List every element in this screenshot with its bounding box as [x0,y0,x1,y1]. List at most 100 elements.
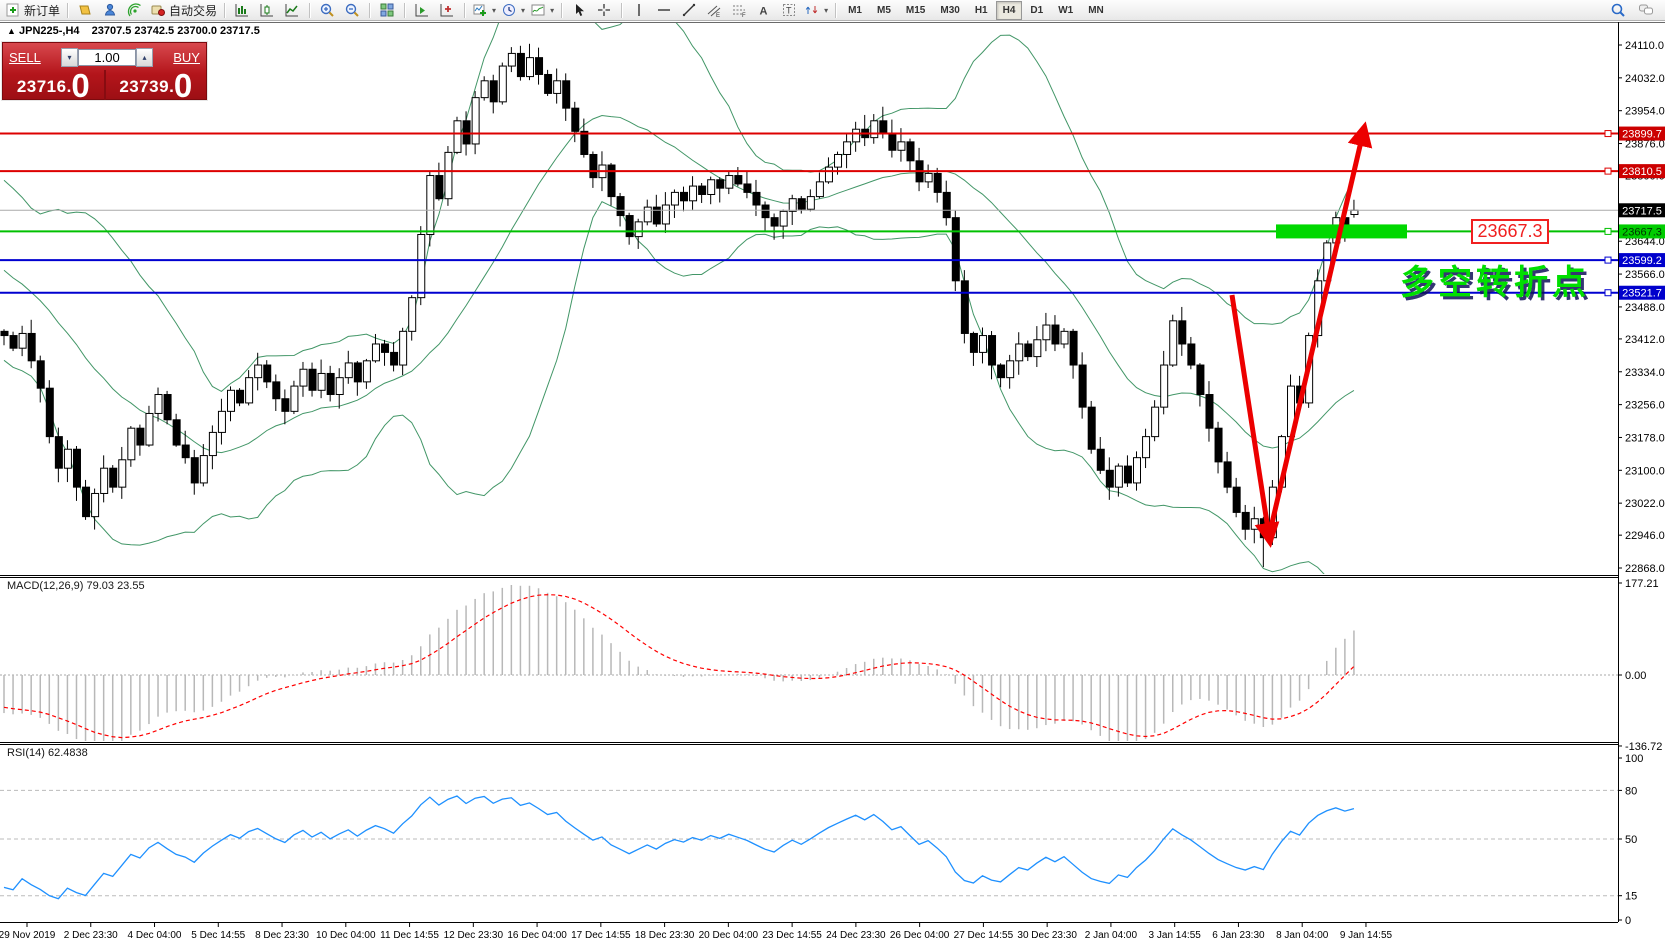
text-button[interactable]: A [752,1,776,20]
sell-price[interactable]: 23716. 0 [16,66,90,104]
new-order-button[interactable]: 新订单 [3,1,62,20]
timeframe-w1-button[interactable]: W1 [1058,4,1074,16]
trendline-button[interactable] [677,1,701,20]
symbol-info: ▲ JPN225-,H4 23707.5 23742.5 23700.0 237… [7,25,260,37]
chat-icon [1638,2,1654,18]
svg-text:23717.5: 23717.5 [1622,205,1662,217]
buy-price[interactable]: 23739. 0 [119,66,193,104]
autotrading-button-label: 自动交易 [169,3,218,18]
svg-text:10 Dec 04:00: 10 Dec 04:00 [316,930,376,940]
svg-text:17 Dec 14:55: 17 Dec 14:55 [571,930,631,940]
templates-button[interactable]: ▾ [528,1,556,20]
svg-text:23954.0: 23954.0 [1625,106,1665,118]
toolbar-separator [561,2,563,18]
buy-button[interactable]: BUY [173,50,200,65]
crosshair-icon [596,2,612,18]
toolbar-separator [224,2,226,18]
sell-button[interactable]: SELL [9,50,41,65]
svg-text:E: E [716,13,720,18]
svg-text:0: 0 [1625,915,1631,927]
search-button[interactable] [1606,1,1630,20]
candlestick-chart-button[interactable] [255,1,279,20]
zoom-out-button[interactable] [340,1,364,20]
svg-text:0.00: 0.00 [1625,670,1646,682]
timeframe-mn-button[interactable]: MN [1088,4,1104,16]
chart-shift-button[interactable] [435,1,459,20]
svg-text:20 Dec 04:00: 20 Dec 04:00 [699,930,759,940]
svg-text:2 Dec 23:30: 2 Dec 23:30 [64,930,118,940]
templates-icon [530,2,546,18]
timeframe-h4-button[interactable]: H4 [995,0,1023,20]
signals-button[interactable] [123,1,147,20]
svg-text:F: F [742,13,746,18]
timeframe-m15-button[interactable]: M15 [905,4,926,16]
new-order-icon [5,2,21,18]
tile-windows-button[interactable] [375,1,399,20]
text-label-button[interactable]: T [777,1,801,20]
equidistant-channel-button[interactable]: E [702,1,726,20]
crosshair-button[interactable] [592,1,616,20]
svg-text:12 Dec 23:30: 12 Dec 23:30 [444,930,504,940]
indicators-button[interactable]: ▾ [470,1,498,20]
bar-chart-icon [234,2,250,18]
chat-button[interactable] [1634,1,1658,20]
chevron-down-icon: ▾ [67,53,72,62]
timeframe-m1-button[interactable]: M1 [848,4,862,16]
volume-decrease-button[interactable]: ▾ [61,48,79,67]
cursor-icon [571,2,587,18]
horizontal-line-button[interactable] [652,1,676,20]
svg-text:23256.0: 23256.0 [1625,400,1665,412]
svg-text:50: 50 [1625,834,1637,846]
zoom-in-button[interactable] [315,1,339,20]
collapse-triangle-icon[interactable]: ▲ [7,26,16,36]
chevron-down-icon: ▾ [824,5,829,15]
svg-text:24110.0: 24110.0 [1625,40,1664,52]
zoom-in-icon [319,2,335,18]
timeframe-d1-button[interactable]: D1 [1030,4,1044,16]
text-label-icon: T [781,2,797,18]
line-chart-button[interactable] [280,1,304,20]
toolbar-separator [835,2,837,18]
autotrading-button[interactable]: 自动交易 [148,1,219,20]
svg-text:23876.0: 23876.0 [1625,139,1665,151]
svg-text:23810.5: 23810.5 [1622,166,1662,178]
timeframe-m5-button[interactable]: M5 [877,4,891,16]
rsi-indicator-label: RSI(14) 62.4838 [7,747,88,759]
svg-text:23899.7: 23899.7 [1622,129,1662,141]
timeframe-h1-button[interactable]: H1 [974,4,988,16]
periods-button[interactable]: ▾ [499,1,527,20]
vline-icon [631,2,647,18]
bar-chart-button[interactable] [230,1,254,20]
cursor-button[interactable] [567,1,591,20]
volume-input[interactable]: 1.00 [78,49,137,66]
timeframe-m30-button[interactable]: M30 [940,4,960,16]
macd-indicator-label: MACD(12,26,9) 79.03 23.55 [7,580,145,592]
market-watch-button[interactable] [98,1,122,20]
chevron-down-icon: ▾ [521,5,526,15]
volume-stepper: ▾ 1.00 ▴ [61,48,154,67]
autotrading-icon [150,2,166,18]
volume-increase-button[interactable]: ▴ [136,48,154,67]
toolbar: 新订单 自动交易 ▾ ▾ ▾ E F A T ▾ M1 M5 M15 M30 H1 H4 D1 W1 MN [0,0,1665,21]
hline-icon [656,2,672,18]
ohlc-values: 23707.5 23742.5 23700.0 23717.5 [91,25,260,37]
profiles-button[interactable] [73,1,97,20]
signal-icon [127,2,143,18]
svg-text:8 Dec 23:30: 8 Dec 23:30 [255,930,309,940]
zoom-out-icon [344,2,360,18]
svg-text:24032.0: 24032.0 [1625,73,1665,85]
svg-text:-136.72: -136.72 [1625,741,1662,753]
svg-text:15: 15 [1625,891,1637,903]
svg-text:2 Jan 04:00: 2 Jan 04:00 [1085,930,1138,940]
svg-text:3 Jan 14:55: 3 Jan 14:55 [1149,930,1202,940]
fibonacci-button[interactable]: F [727,1,751,20]
search-icon [1610,2,1626,18]
symbol-name: JPN225-,H4 [18,25,80,37]
vertical-line-button[interactable] [627,1,651,20]
auto-scroll-button[interactable] [410,1,434,20]
panel-divider [103,70,106,100]
arrows-button[interactable]: ▾ [802,1,830,20]
svg-text:9 Jan 14:55: 9 Jan 14:55 [1340,930,1393,940]
text-icon: A [756,2,772,18]
